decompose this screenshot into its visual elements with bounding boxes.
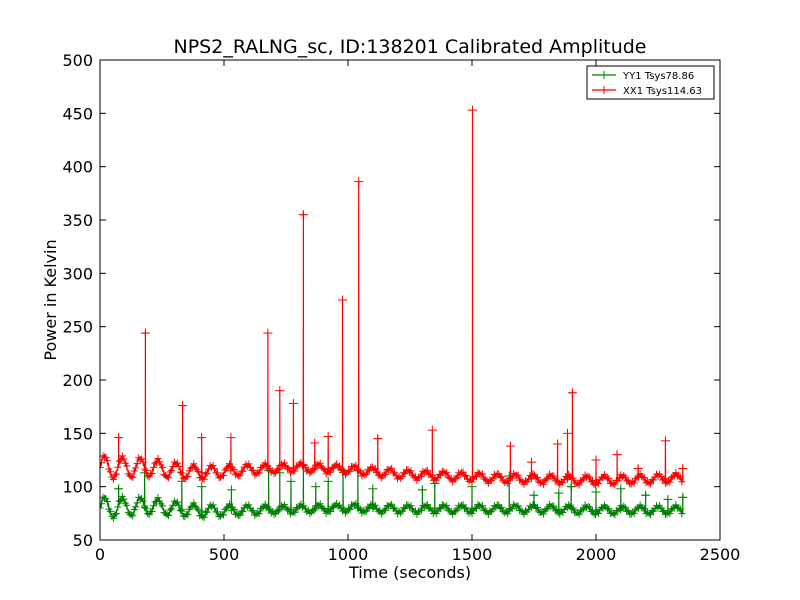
legend: YY1 Tsys78.86 XX1 Tsys114.63 <box>586 65 715 100</box>
y-tick-label: 350 <box>62 211 93 230</box>
chart-title: NPS2_RALNG_sc, ID:138201 Calibrated Ampl… <box>174 36 647 58</box>
x-tick-label: 500 <box>209 545 240 564</box>
series-yy1 <box>100 460 688 522</box>
plot-area-frame <box>99 59 721 541</box>
legend-entry: XX1 Tsys114.63 <box>623 86 702 97</box>
y-tick-label: 450 <box>62 104 93 123</box>
y-axis: 50 100 150 200 250 300 350 400 450 500 <box>62 51 720 550</box>
y-tick-label: 250 <box>62 318 93 337</box>
legend-box <box>586 65 715 100</box>
y-tick-label: 150 <box>62 424 93 443</box>
legend-entry: YY1 Tsys78.86 <box>622 71 694 82</box>
x-tick-label: 1500 <box>452 545 493 564</box>
x-axis: 0 500 1000 1500 2000 2500 <box>95 60 740 564</box>
y-tick-label: 500 <box>62 51 93 70</box>
x-tick-label: 0 <box>95 545 105 564</box>
series-xx1 <box>100 105 688 489</box>
y-tick-label: 100 <box>62 478 93 497</box>
x-tick-label: 1000 <box>328 545 369 564</box>
y-tick-label: 50 <box>73 531 93 550</box>
x-tick-label: 2500 <box>700 545 741 564</box>
y-tick-label: 300 <box>62 264 93 283</box>
y-axis-label: Power in Kelvin <box>41 239 60 360</box>
y-tick-label: 200 <box>62 371 93 390</box>
y-tick-label: 400 <box>62 158 93 177</box>
x-tick-label: 2000 <box>576 545 617 564</box>
x-axis-label: Time (seconds) <box>348 563 471 582</box>
